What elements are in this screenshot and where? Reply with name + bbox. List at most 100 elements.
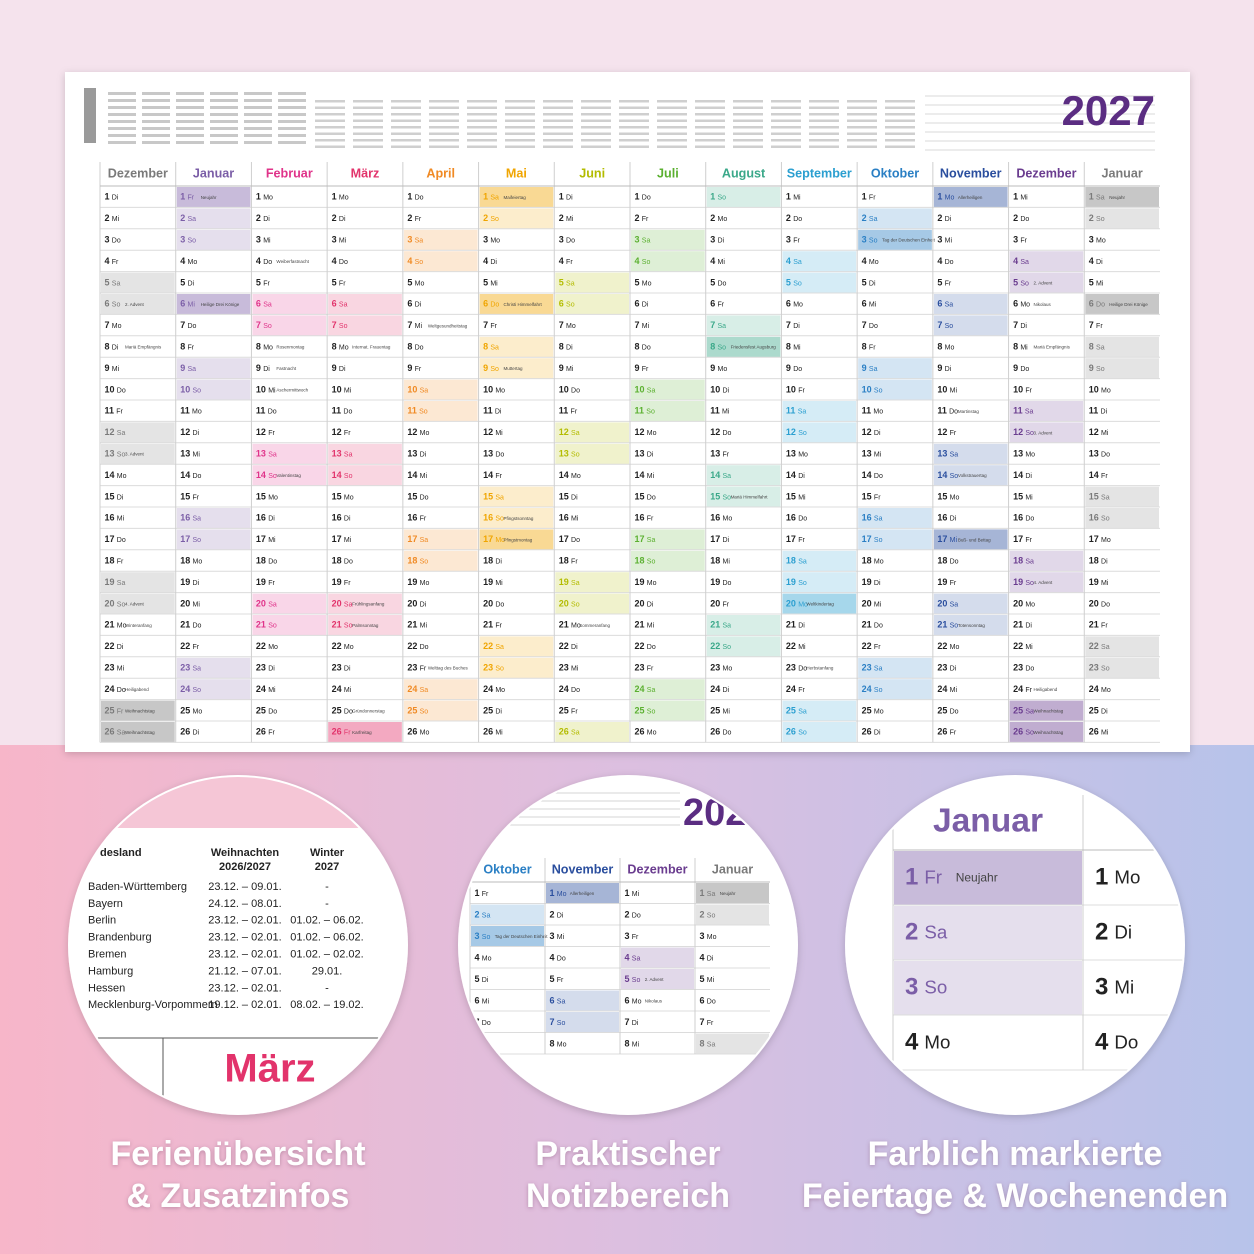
day: 2 So [1089,213,1105,223]
weekday: So [344,473,353,480]
day-note: Internat. Frauentag [352,345,391,350]
weekday: Do [798,665,807,672]
mini-calendar-print [142,127,170,130]
weekday: Mo [874,558,884,565]
table-header: Winter [310,847,345,859]
day-number: 23 [1013,663,1023,673]
weekend-cell [555,722,629,743]
holiday-table-print [429,119,459,122]
weekday: Fr [263,280,270,287]
weekday: Do [192,473,201,480]
holiday-table-print [315,126,345,129]
weekend-cell [621,969,694,990]
weekend-cell [1009,272,1084,293]
weekday: Fr [116,409,123,416]
year-title: 2027 [1062,87,1155,134]
holiday-table-print [885,106,915,109]
day-number: 3 [1089,235,1094,245]
day: 13 So [105,449,126,459]
weekday: Fr [869,344,876,351]
weekday: Fr [490,323,497,330]
day-number: 17 [180,534,190,544]
day: 6 Do [700,996,716,1006]
weekday: Sa [420,387,429,394]
weekday: Di [632,1020,639,1027]
day: 14 So [256,470,277,480]
day-number: 26 [105,727,115,737]
holiday-cell [479,294,554,315]
day-number: 20 [407,599,417,609]
day-number: 6 [710,299,715,309]
mini-calendar-print [244,120,272,123]
weekday: Do [117,387,126,394]
weekday: So [495,665,504,672]
caption: Ferienübersicht [110,1135,365,1173]
weekday: Sa [420,537,429,544]
holiday-table-print [505,126,535,129]
weekday: Sa [647,537,656,544]
day-number: 19 [180,577,190,587]
weekday: Di [1101,558,1108,565]
weekend-cell [696,904,769,925]
day-number: 6 [1013,299,1018,309]
day: 6 Mi [180,299,195,309]
day: 1 Sa [483,192,499,202]
day-number: 13 [635,449,645,459]
day: 22 Mi [1013,641,1033,651]
day-number: 13 [559,449,569,459]
day-number: 15 [1013,492,1023,502]
holiday-table-print [315,132,345,135]
day: 23 So [483,663,504,673]
weekday: Mi [566,216,574,223]
day-number: 21 [407,620,417,630]
weekday: Mi [1025,494,1033,501]
weekday: Di [874,580,881,587]
day-number: 12 [1013,427,1023,437]
weekday: Di [490,259,497,266]
holiday-table-print [695,145,725,148]
mini-calendar-print [210,120,238,123]
day-number: 19 [635,577,645,587]
holiday-table-print [581,119,611,122]
day: 5 Di [475,974,489,984]
holiday-table-print [733,106,763,109]
weekend-cell [101,593,175,614]
weekday: Di [495,708,502,715]
day-number: 2 [1095,919,1108,946]
weekday: Sa [571,430,580,437]
day: 5 So [786,278,802,288]
day: 20 Mi [862,599,882,609]
weekday: Di [869,280,876,287]
holiday-table-print [505,113,535,116]
day: 9 Di [332,363,346,373]
day-number: 4 [332,256,337,266]
holiday-table-print [505,145,535,148]
day-number: 19 [710,577,720,587]
weekday: Mo [263,195,273,202]
day-note: Tag der Deutschen Einheit [882,238,936,243]
day: 10 So [180,385,201,395]
weekday: Mi [495,730,503,737]
day-number: 23 [559,663,569,673]
zoom-circle [458,775,798,1115]
day-number: 20 [786,599,796,609]
day: 10 Di [710,385,729,395]
weekday: Di [495,558,502,565]
holiday-cell [894,851,1082,905]
day-number: 18 [180,556,190,566]
day: 25 So [407,706,428,716]
day: 24 Mi [937,684,957,694]
day-number: 11 [559,406,569,416]
holiday-table-print [581,139,611,142]
weekday: So [798,430,807,437]
mini-calendar-print [142,106,170,109]
day-number: 2 [862,213,867,223]
day-number: 22 [407,641,417,651]
holiday-table-print [391,119,421,122]
weekend-cell [471,904,544,925]
weekend-cell [403,401,478,422]
holiday-cell [933,187,1008,208]
day: 9 So [483,363,499,373]
holiday-table-print [847,106,877,109]
weekday: So [793,280,802,287]
